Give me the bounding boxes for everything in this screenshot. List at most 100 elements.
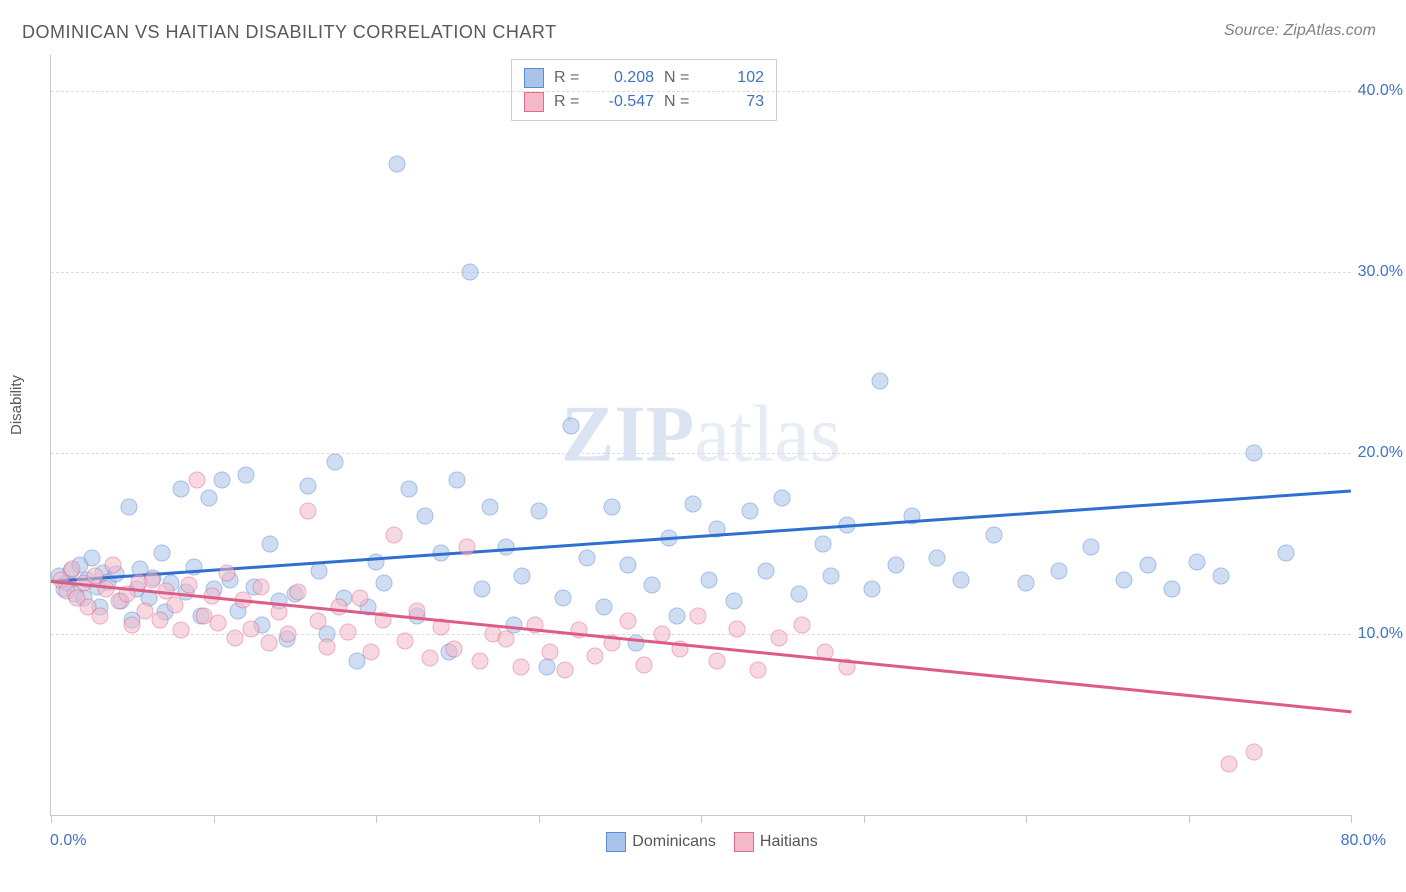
y-tick-label: 20.0% bbox=[1354, 442, 1406, 464]
data-point bbox=[459, 539, 476, 556]
stat-r-label: R = bbox=[554, 69, 584, 87]
data-point bbox=[311, 562, 328, 579]
x-tick bbox=[51, 815, 52, 823]
data-point bbox=[260, 635, 277, 652]
data-point bbox=[472, 653, 489, 670]
data-point bbox=[541, 644, 558, 661]
data-point bbox=[389, 155, 406, 172]
gridline bbox=[51, 91, 1351, 92]
data-point bbox=[1083, 539, 1100, 556]
stat-n-label: N = bbox=[664, 93, 694, 111]
data-point bbox=[481, 499, 498, 516]
data-point bbox=[327, 454, 344, 471]
data-point bbox=[446, 640, 463, 657]
data-point bbox=[530, 503, 547, 520]
data-point bbox=[498, 631, 515, 648]
data-point bbox=[351, 589, 368, 606]
data-point bbox=[741, 503, 758, 520]
gridline bbox=[51, 453, 1351, 454]
x-tick bbox=[539, 815, 540, 823]
stat-r-value: -0.547 bbox=[594, 93, 654, 111]
data-point bbox=[181, 577, 198, 594]
data-point bbox=[1115, 571, 1132, 588]
data-point bbox=[725, 593, 742, 610]
data-point bbox=[189, 472, 206, 489]
data-point bbox=[587, 647, 604, 664]
data-point bbox=[124, 617, 141, 634]
x-tick bbox=[864, 815, 865, 823]
x-tick bbox=[701, 815, 702, 823]
data-point bbox=[758, 562, 775, 579]
y-tick-label: 40.0% bbox=[1354, 80, 1406, 102]
data-point bbox=[299, 503, 316, 520]
data-point bbox=[91, 607, 108, 624]
data-point bbox=[619, 613, 636, 630]
data-point bbox=[790, 586, 807, 603]
data-point bbox=[1221, 756, 1238, 773]
data-point bbox=[166, 597, 183, 614]
y-tick-label: 30.0% bbox=[1354, 261, 1406, 283]
stat-n-value: 73 bbox=[704, 93, 764, 111]
data-point bbox=[512, 658, 529, 675]
data-point bbox=[280, 626, 297, 643]
data-point bbox=[376, 575, 393, 592]
data-point bbox=[595, 598, 612, 615]
data-point bbox=[644, 577, 661, 594]
x-tick bbox=[1351, 815, 1352, 823]
data-point bbox=[563, 417, 580, 434]
data-point bbox=[668, 607, 685, 624]
data-point bbox=[104, 557, 121, 574]
data-point bbox=[462, 264, 479, 281]
series-swatch bbox=[524, 92, 544, 112]
x-tick bbox=[376, 815, 377, 823]
data-point bbox=[330, 598, 347, 615]
x-tick bbox=[214, 815, 215, 823]
data-point bbox=[1213, 568, 1230, 585]
data-point bbox=[684, 495, 701, 512]
data-point bbox=[186, 559, 203, 576]
stat-n-label: N = bbox=[664, 69, 694, 87]
data-point bbox=[121, 499, 138, 516]
data-point bbox=[1278, 544, 1295, 561]
legend-bottom: Dominicans Haitians bbox=[0, 832, 1406, 852]
data-point bbox=[1245, 743, 1262, 760]
data-point bbox=[368, 553, 385, 570]
x-tick bbox=[1189, 815, 1190, 823]
source-label: Source: ZipAtlas.com bbox=[1224, 22, 1376, 40]
data-point bbox=[473, 580, 490, 597]
data-point bbox=[1018, 575, 1035, 592]
x-tick bbox=[1026, 815, 1027, 823]
data-point bbox=[290, 584, 307, 601]
legend-label: Dominicans bbox=[632, 833, 716, 850]
data-point bbox=[749, 662, 766, 679]
data-point bbox=[83, 550, 100, 567]
data-point bbox=[153, 544, 170, 561]
data-point bbox=[579, 550, 596, 567]
data-point bbox=[888, 557, 905, 574]
data-point bbox=[449, 472, 466, 489]
gridline bbox=[51, 272, 1351, 273]
legend-swatch bbox=[606, 832, 626, 852]
data-point bbox=[270, 604, 287, 621]
data-point bbox=[151, 611, 168, 628]
data-point bbox=[213, 472, 230, 489]
stats-row: R =-0.547N =73 bbox=[524, 90, 764, 114]
data-point bbox=[701, 571, 718, 588]
stats-legend-box: R =0.208N =102R = -0.547 N = 73 bbox=[511, 59, 777, 121]
stats-row: R =0.208N =102 bbox=[524, 66, 764, 90]
data-point bbox=[538, 658, 555, 675]
data-point bbox=[554, 589, 571, 606]
data-point bbox=[728, 620, 745, 637]
data-point bbox=[1050, 562, 1067, 579]
data-point bbox=[363, 644, 380, 661]
data-point bbox=[793, 617, 810, 634]
data-point bbox=[416, 508, 433, 525]
data-point bbox=[571, 622, 588, 639]
legend-label: Haitians bbox=[760, 833, 818, 850]
data-point bbox=[953, 571, 970, 588]
data-point bbox=[619, 557, 636, 574]
data-point bbox=[309, 613, 326, 630]
data-point bbox=[1245, 445, 1262, 462]
y-tick-label: 10.0% bbox=[1354, 623, 1406, 645]
watermark: ZIPatlas bbox=[561, 390, 841, 481]
